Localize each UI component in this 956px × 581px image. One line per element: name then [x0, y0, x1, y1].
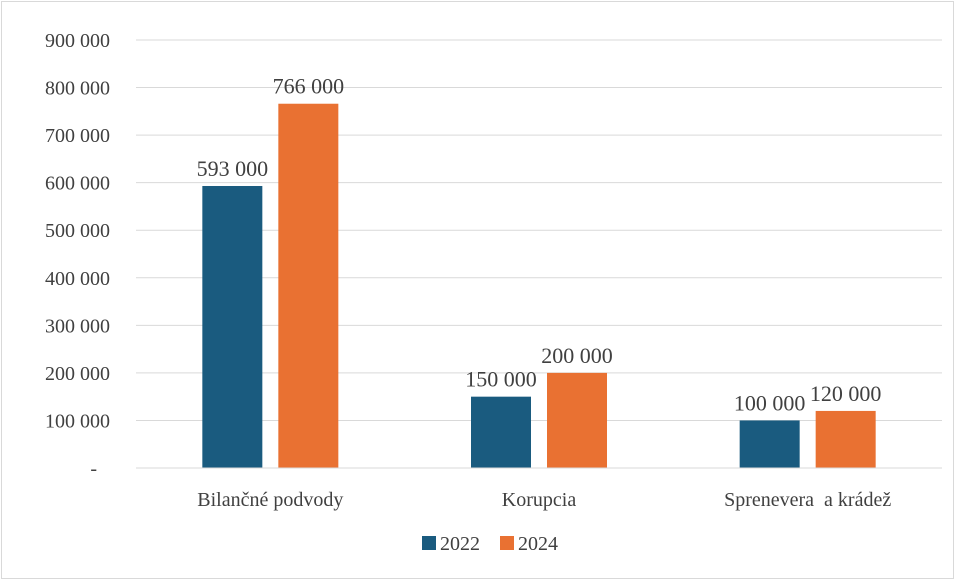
y-tick-label: 600 000 [45, 173, 110, 195]
y-tick-label: 500 000 [45, 220, 110, 242]
y-tick-label: 100 000 [45, 410, 110, 432]
legend-swatch-2022 [422, 536, 436, 550]
legend: 2022 2024 [422, 533, 558, 555]
y-tick-label: 800 000 [45, 78, 110, 100]
data-label-2022-0: 593 000 [197, 156, 269, 181]
category-labels: Bilančné podvody Korupcia Sprenevera a krá… [197, 489, 891, 511]
legend-label-2024: 2024 [518, 533, 558, 555]
bar-2022-2 [739, 420, 800, 468]
y-tick-label: 200 000 [45, 363, 110, 385]
y-tick-label: - [90, 458, 97, 480]
bars [202, 103, 876, 469]
category-label: Bilančné podvody [197, 489, 343, 511]
y-tick-label: 700 000 [45, 125, 110, 147]
data-label-2024-0: 766 000 [273, 74, 345, 99]
y-axis-ticks: - 100 000 200 000 300 000 400 000 500 000 600 … [45, 30, 110, 480]
legend-label-2022: 2022 [440, 533, 480, 555]
data-label-2022-2: 100 000 [734, 390, 806, 415]
category-label: Korupcia [502, 489, 577, 511]
data-label-2022-1: 150 000 [465, 367, 537, 392]
bar-2024-1 [547, 372, 607, 468]
data-label-2024-2: 120 000 [810, 381, 882, 406]
bar-2022-0 [202, 185, 263, 469]
y-tick-label: 900 000 [45, 30, 110, 52]
y-tick-label: 300 000 [45, 315, 110, 337]
bar-2024-2 [815, 410, 876, 468]
bar-2022-1 [471, 396, 531, 468]
y-tick-label: 400 000 [45, 268, 110, 290]
data-label-2024-1: 200 000 [541, 343, 613, 368]
category-label: Sprenevera a krádež [724, 489, 891, 511]
gridlines [136, 39, 942, 421]
legend-swatch-2024 [500, 536, 514, 550]
bar-2024-0 [278, 103, 339, 469]
